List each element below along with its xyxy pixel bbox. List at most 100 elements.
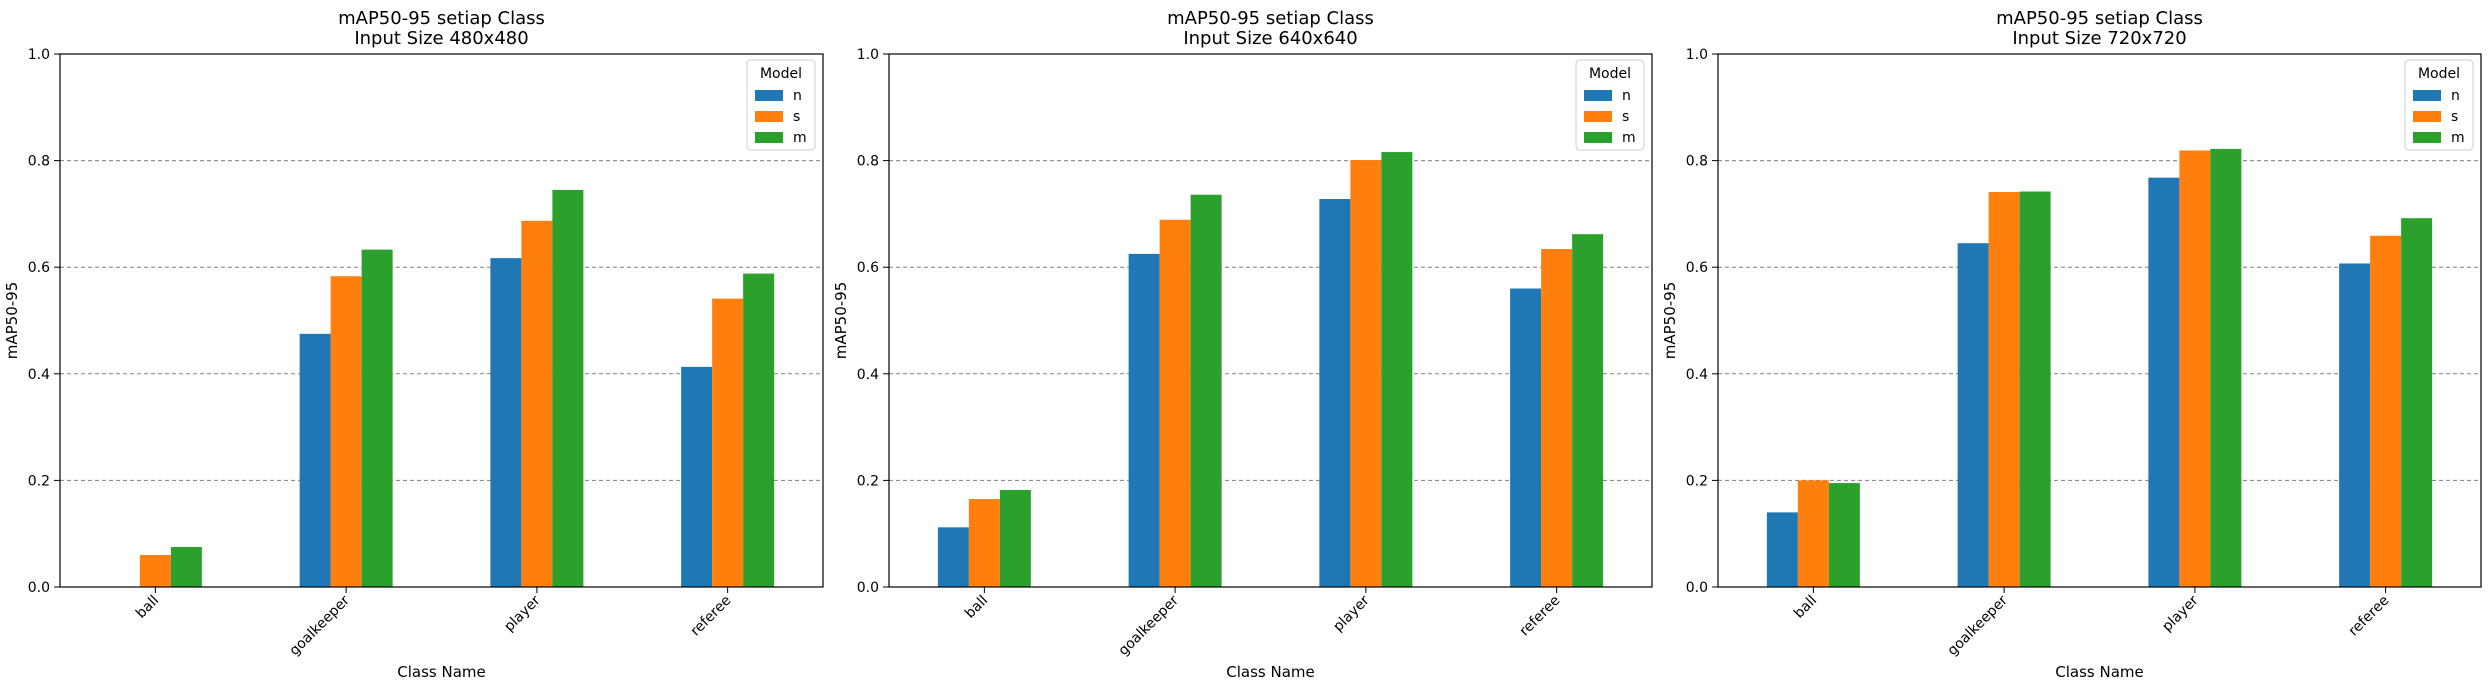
x-tick-label: referee [688, 593, 735, 640]
y-tick-label: 0.8 [1686, 154, 1708, 170]
y-axis-label: mAP50-95 [3, 282, 21, 360]
y-tick-label: 0.4 [28, 367, 50, 383]
bar-goalkeeper-s [1159, 219, 1191, 587]
bar-goalkeeper-s [1988, 192, 2020, 587]
bar-player-s [1350, 160, 1382, 587]
chart-title: mAP50-95 setiap Class [1996, 8, 2203, 29]
bar-player-n [490, 258, 522, 587]
legend-swatch-s [2413, 111, 2441, 122]
y-tick-label: 0.8 [857, 154, 879, 170]
x-tick-label: ball [962, 593, 991, 622]
chart-subtitle: Input Size 640x640 [1183, 28, 1357, 49]
legend-title: Model [2418, 66, 2460, 82]
y-tick-label: 0.4 [1686, 367, 1708, 383]
legend-swatch-m [755, 132, 783, 143]
x-axis-label: Class Name [397, 663, 485, 681]
x-tick-label: player [1330, 592, 1373, 635]
bar-ball-m [170, 547, 202, 587]
legend-swatch-n [755, 90, 783, 101]
bar-referee-m [1572, 234, 1604, 588]
y-tick-label: 0.2 [28, 473, 50, 489]
legend-title: Model [1589, 66, 1631, 82]
bar-goalkeeper-s [330, 276, 362, 587]
plot-frame [888, 53, 1653, 588]
bar-referee-s [2370, 235, 2402, 588]
legend: Model nsm [746, 59, 816, 151]
bar-referee-m [2401, 218, 2433, 587]
y-axis-label: mAP50-95 [832, 282, 850, 360]
legend-label-m: m [1622, 130, 1636, 146]
bar-ball-m [999, 489, 1031, 587]
bar-player-n [2148, 177, 2180, 587]
bar-goalkeeper-m [1190, 194, 1222, 587]
bar-referee-s [1541, 249, 1573, 587]
bar-referee-n [681, 366, 713, 587]
bar-goalkeeper-m [361, 249, 393, 587]
legend-swatch-s [1584, 111, 1612, 122]
y-tick-label: 0.2 [857, 473, 879, 489]
x-axis-label: Class Name [2055, 663, 2143, 681]
bar-ball-n [1766, 512, 1798, 587]
legend-label-s: s [1622, 109, 1629, 125]
y-tick-label: 1.0 [1686, 47, 1708, 63]
legend: Model nsm [2404, 59, 2474, 151]
bar-referee-n [1510, 288, 1542, 587]
legend-box [1575, 59, 1645, 151]
x-tick-label: referee [2346, 593, 2393, 640]
legend-box [2404, 59, 2474, 151]
bar-referee-n [2339, 263, 2371, 587]
legend-box [746, 59, 816, 151]
x-tick-label: player [501, 592, 544, 635]
bar-referee-m [743, 273, 775, 587]
bar-ball-n [937, 527, 969, 587]
bar-ball-s [1797, 480, 1829, 587]
chart-title: mAP50-95 setiap Class [1167, 8, 1374, 29]
y-tick-label: 0.6 [857, 260, 879, 276]
x-axis-label: Class Name [1226, 663, 1314, 681]
bar-referee-s [712, 298, 744, 587]
bar-player-s [2179, 150, 2211, 587]
legend-swatch-m [2413, 132, 2441, 143]
y-tick-label: 0.6 [28, 260, 50, 276]
y-tick-label: 0.8 [28, 154, 50, 170]
bar-player-n [1319, 198, 1351, 587]
bar-goalkeeper-n [1957, 243, 1989, 587]
chart-title: mAP50-95 setiap Class [338, 8, 545, 29]
bar-player-m [2210, 148, 2242, 587]
chart-subtitle: Input Size 720x720 [2012, 28, 2186, 49]
bar-ball-s [139, 555, 171, 587]
bar-player-m [1381, 152, 1413, 587]
y-tick-label: 0.6 [1686, 260, 1708, 276]
legend-title: Model [760, 66, 802, 82]
legend-label-n: n [793, 88, 802, 104]
legend-swatch-s [755, 111, 783, 122]
y-tick-label: 0.0 [857, 580, 879, 596]
chart-subtitle: Input Size 480x480 [354, 28, 528, 49]
y-tick-label: 1.0 [857, 47, 879, 63]
x-tick-label: referee [1517, 593, 1564, 640]
x-tick-label: ball [133, 593, 162, 622]
legend-label-n: n [1622, 88, 1631, 104]
plot-frame [1717, 53, 2482, 588]
legend-label-m: m [2451, 130, 2465, 146]
bar-goalkeeper-m [2019, 191, 2051, 587]
x-tick-label: goalkeeper [1944, 592, 2011, 659]
legend-swatch-m [1584, 132, 1612, 143]
bar-player-m [552, 189, 584, 588]
y-tick-label: 0.0 [28, 580, 50, 596]
legend: Model nsm [1575, 59, 1645, 151]
legend-swatch-n [1584, 90, 1612, 101]
legend-label-m: m [793, 130, 807, 146]
legend-label-s: s [793, 109, 800, 125]
bar-ball-m [1828, 483, 1860, 587]
bar-ball-s [968, 499, 1000, 587]
legend-label-s: s [2451, 109, 2458, 125]
legend-swatch-n [2413, 90, 2441, 101]
plot-frame [59, 53, 824, 588]
legend-label-n: n [2451, 88, 2460, 104]
bar-goalkeeper-n [299, 333, 331, 587]
